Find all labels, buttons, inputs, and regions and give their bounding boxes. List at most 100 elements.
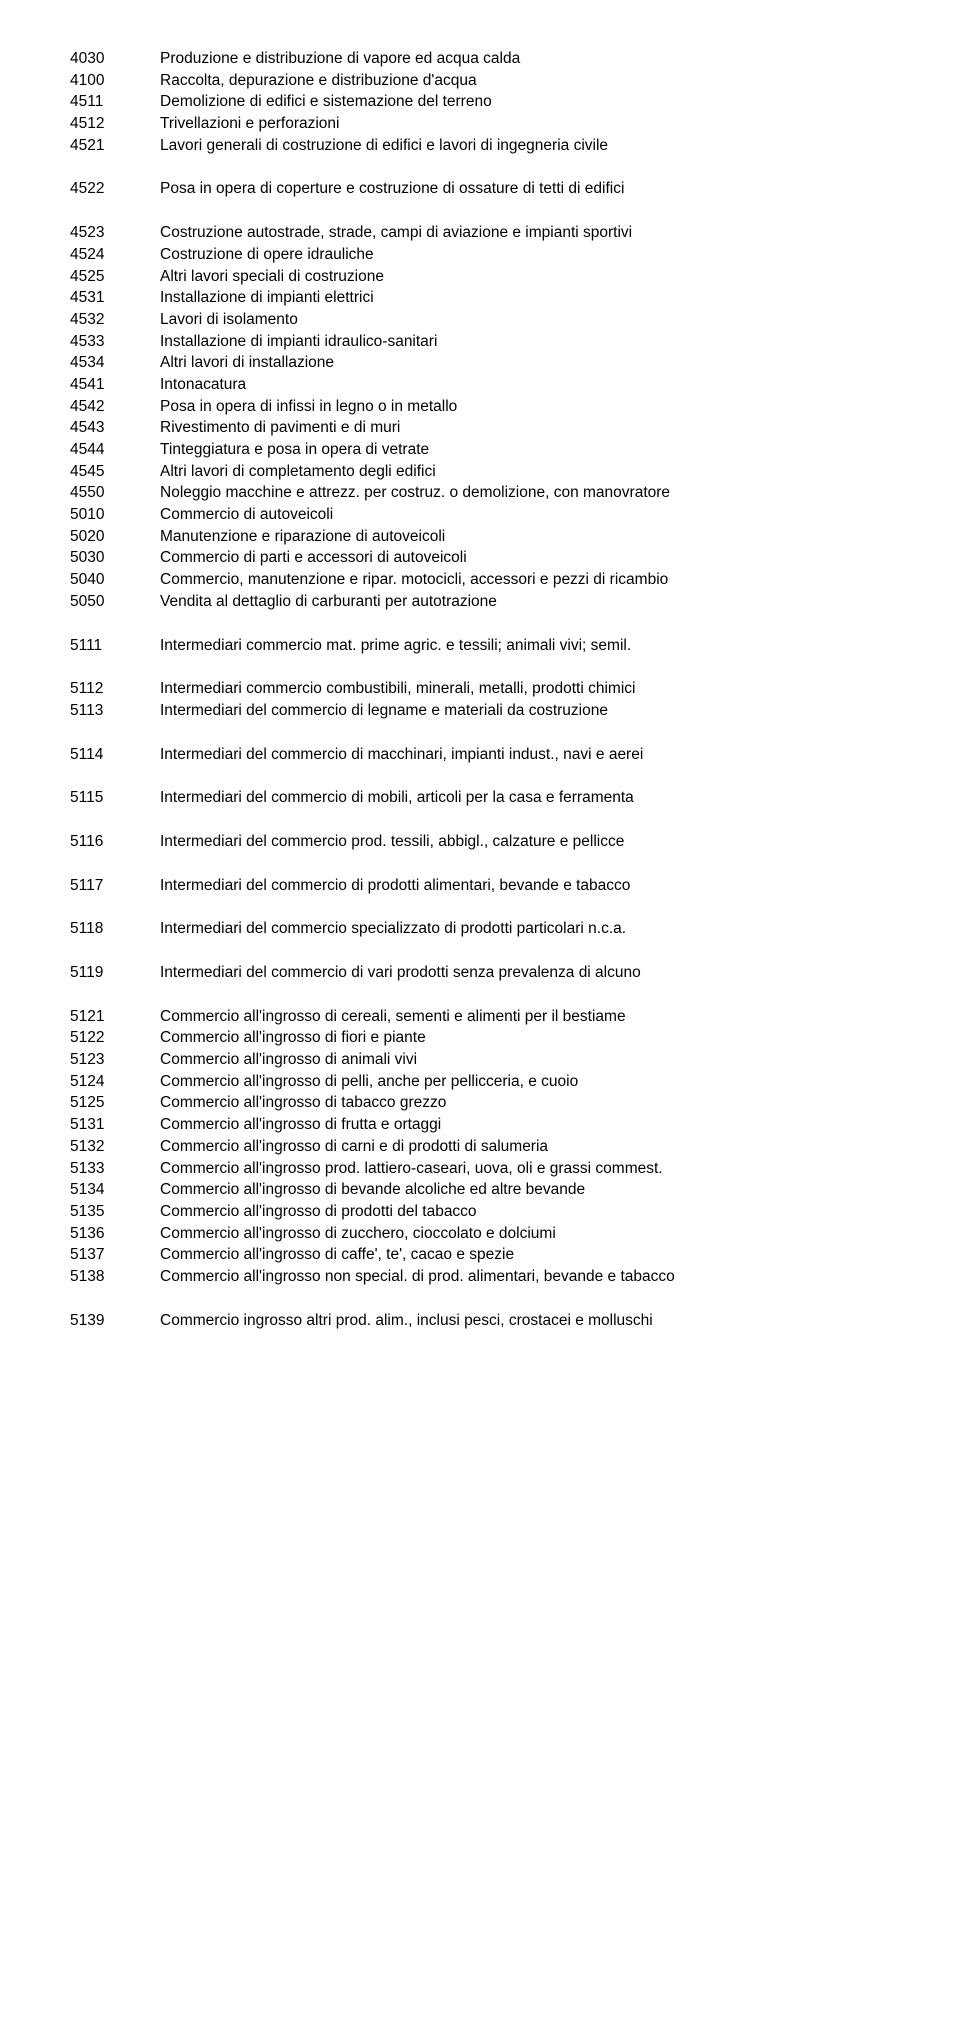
desc-cell: Installazione di impianti idraulico-sani… bbox=[160, 331, 900, 353]
code-cell: 5050 bbox=[70, 591, 160, 613]
code-cell: 4534 bbox=[70, 352, 160, 374]
row-gap bbox=[70, 940, 900, 962]
desc-cell: Commercio all'ingrosso di carni e di pro… bbox=[160, 1136, 900, 1158]
desc-cell: Altri lavori di completamento degli edif… bbox=[160, 461, 900, 483]
desc-cell: Installazione di impianti elettrici bbox=[160, 287, 900, 309]
code-cell: 5124 bbox=[70, 1071, 160, 1093]
desc-cell: Manutenzione e riparazione di autoveicol… bbox=[160, 526, 900, 548]
desc-cell: Commercio all'ingrosso di bevande alcoli… bbox=[160, 1179, 900, 1201]
code-row: 5139Commercio ingrosso altri prod. alim.… bbox=[70, 1310, 900, 1332]
code-cell: 4522 bbox=[70, 178, 160, 200]
desc-cell: Lavori di isolamento bbox=[160, 309, 900, 331]
desc-cell: Posa in opera di coperture e costruzione… bbox=[160, 178, 900, 200]
code-row: 4511Demolizione di edifici e sistemazion… bbox=[70, 91, 900, 113]
desc-cell: Commercio ingrosso altri prod. alim., in… bbox=[160, 1310, 900, 1332]
code-cell: 5117 bbox=[70, 875, 160, 897]
code-cell: 5020 bbox=[70, 526, 160, 548]
code-row: 4531Installazione di impianti elettrici bbox=[70, 287, 900, 309]
desc-cell: Intermediari commercio mat. prime agric.… bbox=[160, 635, 900, 657]
desc-cell: Commercio all'ingrosso di animali vivi bbox=[160, 1049, 900, 1071]
code-cell: 4525 bbox=[70, 266, 160, 288]
code-row: 5133Commercio all'ingrosso prod. lattier… bbox=[70, 1158, 900, 1180]
desc-cell: Commercio all'ingrosso di tabacco grezzo bbox=[160, 1092, 900, 1114]
code-row: 4534Altri lavori di installazione bbox=[70, 352, 900, 374]
desc-cell: Intermediari del commercio prod. tessili… bbox=[160, 831, 900, 853]
code-cell: 5136 bbox=[70, 1223, 160, 1245]
code-row: 5119Intermediari del commercio di vari p… bbox=[70, 962, 900, 984]
desc-cell: Commercio all'ingrosso di caffe', te', c… bbox=[160, 1244, 900, 1266]
desc-cell: Intermediari del commercio di mobili, ar… bbox=[160, 787, 900, 809]
code-row: 4543Rivestimento di pavimenti e di muri bbox=[70, 417, 900, 439]
code-row: 5020Manutenzione e riparazione di autove… bbox=[70, 526, 900, 548]
code-cell: 4542 bbox=[70, 396, 160, 418]
desc-cell: Intermediari del commercio di vari prodo… bbox=[160, 962, 900, 984]
desc-cell: Commercio di autoveicoli bbox=[160, 504, 900, 526]
code-row: 4541Intonacatura bbox=[70, 374, 900, 396]
desc-cell: Produzione e distribuzione di vapore ed … bbox=[160, 48, 900, 70]
desc-cell: Commercio all'ingrosso di cereali, semen… bbox=[160, 1006, 900, 1028]
code-cell: 4550 bbox=[70, 482, 160, 504]
desc-cell: Demolizione di edifici e sistemazione de… bbox=[160, 91, 900, 113]
code-row: 5131Commercio all'ingrosso di frutta e o… bbox=[70, 1114, 900, 1136]
code-cell: 4544 bbox=[70, 439, 160, 461]
code-row: 5116Intermediari del commercio prod. tes… bbox=[70, 831, 900, 853]
code-row: 5112Intermediari commercio combustibili,… bbox=[70, 678, 900, 700]
row-gap bbox=[70, 765, 900, 787]
code-row: 4523Costruzione autostrade, strade, camp… bbox=[70, 222, 900, 244]
code-cell: 4531 bbox=[70, 287, 160, 309]
row-gap bbox=[70, 984, 900, 1006]
desc-cell: Intermediari del commercio di prodotti a… bbox=[160, 875, 900, 897]
code-row: 4524Costruzione di opere idrauliche bbox=[70, 244, 900, 266]
code-cell: 4100 bbox=[70, 70, 160, 92]
code-row: 5010Commercio di autoveicoli bbox=[70, 504, 900, 526]
desc-cell: Commercio all'ingrosso non special. di p… bbox=[160, 1266, 900, 1288]
desc-cell: Altri lavori speciali di costruzione bbox=[160, 266, 900, 288]
code-row: 5123Commercio all'ingrosso di animali vi… bbox=[70, 1049, 900, 1071]
row-gap bbox=[70, 853, 900, 875]
code-row: 4522Posa in opera di coperture e costruz… bbox=[70, 178, 900, 200]
row-gap bbox=[70, 722, 900, 744]
desc-cell: Raccolta, depurazione e distribuzione d'… bbox=[160, 70, 900, 92]
code-row: 5135Commercio all'ingrosso di prodotti d… bbox=[70, 1201, 900, 1223]
code-cell: 5133 bbox=[70, 1158, 160, 1180]
code-row: 5121Commercio all'ingrosso di cereali, s… bbox=[70, 1006, 900, 1028]
desc-cell: Costruzione di opere idrauliche bbox=[160, 244, 900, 266]
code-cell: 5116 bbox=[70, 831, 160, 853]
desc-cell: Lavori generali di costruzione di edific… bbox=[160, 135, 900, 157]
code-row: 4030Produzione e distribuzione di vapore… bbox=[70, 48, 900, 70]
code-row: 5113Intermediari del commercio di legnam… bbox=[70, 700, 900, 722]
code-row: 5111Intermediari commercio mat. prime ag… bbox=[70, 635, 900, 657]
code-row: 4521Lavori generali di costruzione di ed… bbox=[70, 135, 900, 157]
code-row: 4550Noleggio macchine e attrezz. per cos… bbox=[70, 482, 900, 504]
desc-cell: Vendita al dettaglio di carburanti per a… bbox=[160, 591, 900, 613]
code-row: 5136Commercio all'ingrosso di zucchero, … bbox=[70, 1223, 900, 1245]
code-row: 5122Commercio all'ingrosso di fiori e pi… bbox=[70, 1027, 900, 1049]
row-gap bbox=[70, 156, 900, 178]
code-cell: 5113 bbox=[70, 700, 160, 722]
desc-cell: Noleggio macchine e attrezz. per costruz… bbox=[160, 482, 900, 504]
code-cell: 5115 bbox=[70, 787, 160, 809]
desc-cell: Intermediari del commercio di legname e … bbox=[160, 700, 900, 722]
desc-cell: Altri lavori di installazione bbox=[160, 352, 900, 374]
code-cell: 5138 bbox=[70, 1266, 160, 1288]
row-gap bbox=[70, 809, 900, 831]
desc-cell: Commercio all'ingrosso di prodotti del t… bbox=[160, 1201, 900, 1223]
desc-cell: Commercio all'ingrosso di pelli, anche p… bbox=[160, 1071, 900, 1093]
code-row: 5118Intermediari del commercio specializ… bbox=[70, 918, 900, 940]
code-cell: 5139 bbox=[70, 1310, 160, 1332]
code-cell: 5132 bbox=[70, 1136, 160, 1158]
code-row: 5114Intermediari del commercio di macchi… bbox=[70, 744, 900, 766]
desc-cell: Tinteggiatura e posa in opera di vetrate bbox=[160, 439, 900, 461]
code-cell: 5111 bbox=[70, 635, 160, 657]
code-cell: 4533 bbox=[70, 331, 160, 353]
row-gap bbox=[70, 656, 900, 678]
code-cell: 4523 bbox=[70, 222, 160, 244]
code-row: 5132Commercio all'ingrosso di carni e di… bbox=[70, 1136, 900, 1158]
row-gap bbox=[70, 613, 900, 635]
desc-cell: Intermediari del commercio specializzato… bbox=[160, 918, 900, 940]
row-gap bbox=[70, 1288, 900, 1310]
code-row: 4512Trivellazioni e perforazioni bbox=[70, 113, 900, 135]
code-cell: 5135 bbox=[70, 1201, 160, 1223]
code-cell: 5010 bbox=[70, 504, 160, 526]
code-row: 5125Commercio all'ingrosso di tabacco gr… bbox=[70, 1092, 900, 1114]
